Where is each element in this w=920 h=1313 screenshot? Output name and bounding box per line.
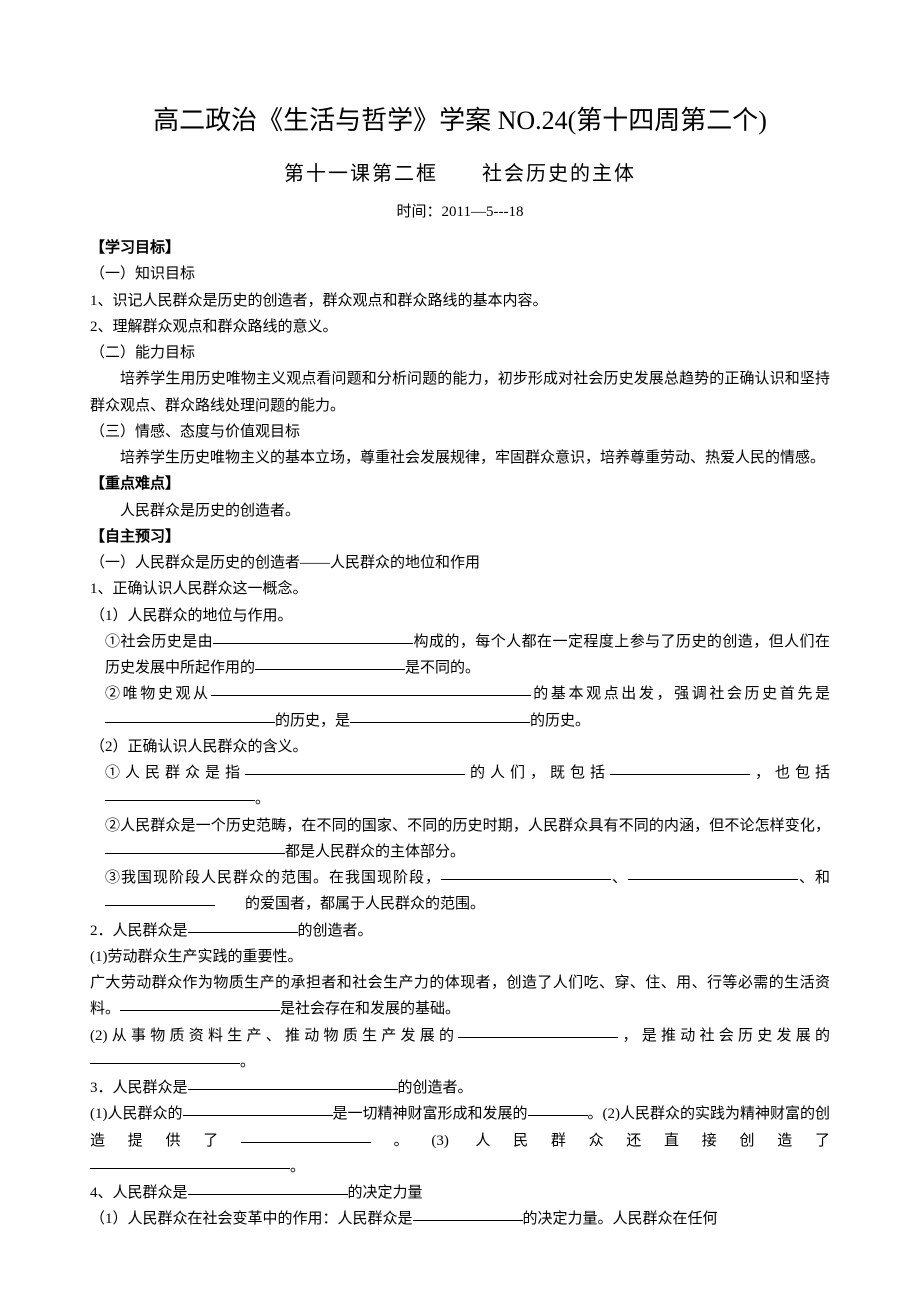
text-fragment: 的决定力量 <box>348 1185 423 1201</box>
fill-blank[interactable] <box>211 680 531 696</box>
p3-1-cont: 。 <box>90 1154 830 1180</box>
text-fragment: 。 <box>290 1159 305 1175</box>
p3: 3．人民群众是 的创造者。 <box>90 1075 830 1101</box>
fill-blank[interactable] <box>105 838 285 854</box>
text-fragment: 和 <box>815 870 830 886</box>
text-fragment: 是社会存在和发展的基础。 <box>280 1001 460 1017</box>
text-fragment: 的历史，是 <box>275 713 350 729</box>
fill-blank[interactable] <box>350 707 530 723</box>
fill-blank[interactable] <box>120 995 280 1011</box>
text-fragment: 。 <box>240 1054 255 1070</box>
text-fragment: ，也包括 <box>750 765 830 781</box>
p1-1: 1、正确认识人民群众这一概念。 <box>90 576 830 602</box>
p2-1: (1)劳动群众生产实践的重要性。 <box>90 944 830 970</box>
text-fragment: 的创造者。 <box>298 923 373 939</box>
p1-header: （一）人民群众是历史的创造者——人民群众的地位和作用 <box>90 550 830 576</box>
fill-blank[interactable] <box>90 1153 290 1169</box>
obj-emotion-span: 培养学生历史唯物主义的基本立场，尊重社会发展规律，牢固群众意识，培养尊重劳动、热… <box>90 445 825 471</box>
obj-ability-header: （二）能力目标 <box>90 340 830 366</box>
p2: 2．人民群众是 的创造者。 <box>90 918 830 944</box>
text-fragment: ②唯物史观从 <box>105 686 211 702</box>
key-text: 人民群众是历史的创造者。 <box>90 498 830 524</box>
text-fragment: 。(3) 人民群众还直接创造了 <box>371 1133 830 1149</box>
text-fragment: (2)从事物质资料生产、推动物质生产发展的 <box>90 1028 458 1044</box>
p1-1-2c: ③我国现阶段人民群众的范围。在我国现阶段，、、和 的爱国者，都属于人民群众的范围… <box>90 865 830 918</box>
text-fragment: 的历史。 <box>530 713 590 729</box>
text-fragment: 的创造者。 <box>398 1080 473 1096</box>
fill-blank[interactable] <box>188 917 298 933</box>
fill-blank[interactable] <box>458 1022 618 1038</box>
objectives-header: 【学习目标】 <box>90 235 830 261</box>
p2-1-text: 广大劳动群众作为物质生产的承担者和社会生产力的体现者，创造了人们吃、穿、住、用、… <box>90 970 830 1023</box>
obj-ability-span: 培养学生用历史唯物主义观点看问题和分析问题的能力，初步形成对社会历史发展总趋势的… <box>90 366 830 419</box>
text-fragment: 是一切精神财富形成和发展的 <box>333 1106 528 1122</box>
document-title: 高二政治《生活与哲学》学案 NO.24(第十四周第二个) <box>90 100 830 137</box>
text-fragment: 的决定力量。人民群众在任何 <box>523 1211 718 1227</box>
document-date: 时间：2011—5---18 <box>90 200 830 221</box>
text-fragment: ③我国现阶段人民群众的范围。在我国现阶段， <box>105 870 441 886</box>
fill-blank[interactable] <box>183 1100 333 1116</box>
text-fragment: ①社会历史是由 <box>105 634 213 650</box>
p1-1-1b: ②唯物史观从 的基本观点出发，强调社会历史首先是的历史，是 的历史。 <box>90 681 830 734</box>
fill-blank[interactable] <box>528 1100 588 1116</box>
preview-header: 【自主预习】 <box>90 524 830 550</box>
fill-blank[interactable] <box>441 864 611 880</box>
text-fragment: 的爱国者，都属于人民群众的范围。 <box>245 896 485 912</box>
fill-blank[interactable] <box>610 759 750 775</box>
fill-blank[interactable] <box>90 1048 240 1064</box>
p3-1: (1)人民群众的是一切精神财富形成和发展的。(2)人民群众的实践为精神财富的创造… <box>90 1101 830 1154</box>
fill-blank[interactable] <box>255 654 405 670</box>
text-fragment: 是不同的。 <box>405 660 480 676</box>
text-fragment: ，是推动社会历史发展的 <box>618 1028 830 1044</box>
fill-blank[interactable] <box>105 707 275 723</box>
text-fragment: 4、人民群众是 <box>90 1185 188 1201</box>
p4-1: （1）人民群众在社会变革中的作用：人民群众是 的决定力量。人民群众在任何 <box>90 1206 830 1232</box>
fill-blank[interactable] <box>628 864 798 880</box>
obj-emotion-text: 培养学生历史唯物主义的基本立场，尊重社会发展规律，牢固群众意识，培养尊重劳动、热… <box>90 445 830 471</box>
text-fragment: （1）人民群众在社会变革中的作用：人民群众是 <box>90 1211 413 1227</box>
fill-blank[interactable] <box>188 1179 348 1195</box>
p1-1-2b: ②人民群众是一个历史范畴，在不同的国家、不同的历史时期，人民群众具有不同的内涵，… <box>90 813 830 866</box>
text-fragment: ②人民群众是一个历史范畴，在不同的国家、不同的历史时期，人民群众具有不同的内涵，… <box>105 818 830 834</box>
p1-1-2a: ①人民群众是指 的人们，既包括 ，也包括。 <box>90 760 830 813</box>
text-fragment: 3．人民群众是 <box>90 1080 188 1096</box>
text-fragment: 都是人民群众的主体部分。 <box>285 844 465 860</box>
obj-emotion-header: （三）情感、态度与价值观目标 <box>90 419 830 445</box>
p1-1-1a: ①社会历史是由构成的，每个人都在一定程度上参与了历史的创造，但人们在历史发展中所… <box>90 629 830 682</box>
obj-knowledge-1: 1、识记人民群众是历史的创造者，群众观点和群众路线的基本内容。 <box>90 288 830 314</box>
obj-ability-text: 培养学生用历史唯物主义观点看问题和分析问题的能力，初步形成对社会历史发展总趋势的… <box>90 366 830 419</box>
fill-blank[interactable] <box>213 628 413 644</box>
p4: 4、人民群众是 的决定力量 <box>90 1180 830 1206</box>
text-fragment: 的基本观点出发，强调社会历史首先是 <box>531 686 830 702</box>
text-fragment: ①人民群众是指 <box>105 765 245 781</box>
fill-blank[interactable] <box>413 1205 523 1221</box>
text-fragment: 的人们，既包括 <box>465 765 610 781</box>
text-fragment: 2．人民群众是 <box>90 923 188 939</box>
text-fragment: 。 <box>255 791 270 807</box>
fill-blank[interactable] <box>105 785 255 801</box>
key-header: 【重点难点】 <box>90 471 830 497</box>
text-fragment: (1)人民群众的 <box>90 1106 183 1122</box>
text-fragment: 、 <box>798 870 815 886</box>
obj-knowledge-header: （一）知识目标 <box>90 261 830 287</box>
fill-blank[interactable] <box>241 1127 371 1143</box>
p1-1-2: （2）正确认识人民群众的含义。 <box>90 734 830 760</box>
fill-blank[interactable] <box>188 1074 398 1090</box>
p2-2: (2)从事物质资料生产、推动物质生产发展的 ，是推动社会历史发展的。 <box>90 1023 830 1076</box>
text-fragment: 、 <box>611 870 628 886</box>
p1-1-1: （1）人民群众的地位与作用。 <box>90 603 830 629</box>
document-subtitle: 第十一课第二框 社会历史的主体 <box>90 157 830 186</box>
fill-blank[interactable] <box>245 759 465 775</box>
obj-knowledge-2: 2、理解群众观点和群众路线的意义。 <box>90 314 830 340</box>
fill-blank[interactable] <box>105 890 215 906</box>
